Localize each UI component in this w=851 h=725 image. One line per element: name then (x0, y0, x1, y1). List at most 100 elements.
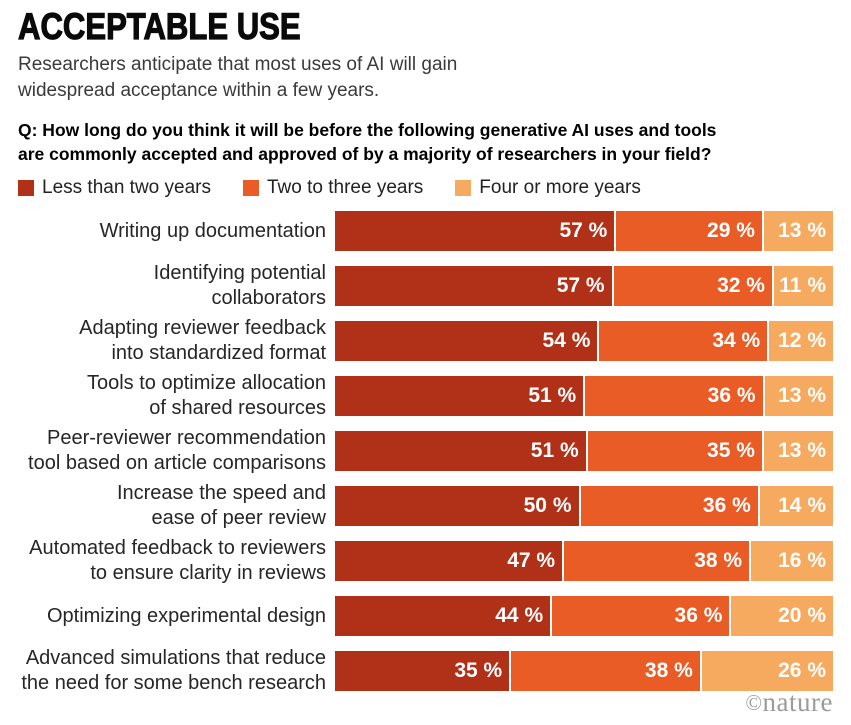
category-label: Increase the speed and ease of peer revie… (18, 481, 335, 531)
bar-segment: 50 % (335, 486, 579, 526)
stacked-bar: 51 % 36 % 13 % (335, 376, 833, 416)
stacked-bar: 35 % 38 % 26 % (335, 651, 833, 691)
category-label: Writing up documentation (18, 219, 335, 244)
category-label-line: Peer-reviewer recommendation (46, 427, 326, 449)
value-label: 36 % (702, 494, 751, 517)
category-label: Advanced simulations that reduce the need… (18, 646, 335, 696)
value-label: 26 % (778, 659, 826, 682)
bar-segment: 35 % (335, 651, 510, 691)
value-label: 44 % (495, 604, 544, 627)
value-label: 38 % (694, 549, 743, 572)
chart-row: Advanced simulations that reduce the need… (18, 647, 833, 694)
bar-chart: Writing up documentation 57 % 29 % 13 % Iden… (18, 211, 833, 694)
category-label-line: collaborators (211, 287, 326, 309)
value-label: 51 % (528, 384, 577, 407)
bar-segment: 13 % (761, 211, 833, 251)
bar-segment: 12 % (767, 321, 833, 361)
stacked-bar: 50 % 36 % 14 % (335, 486, 833, 526)
category-label: Peer-reviewer recommendation tool based o… (18, 426, 335, 476)
bar-segment: 13 % (761, 431, 833, 471)
value-label: 20 % (778, 604, 826, 627)
legend-label: Less than two years (42, 177, 211, 198)
category-label-line: into standardized format (111, 342, 326, 364)
legend-swatch (242, 180, 259, 196)
stacked-bar: 57 % 29 % 13 % (335, 211, 833, 251)
value-label: 36 % (674, 604, 723, 627)
value-label: 35 % (707, 439, 755, 462)
category-label-line: Advanced simulations that reduce (25, 647, 326, 669)
legend-swatch (455, 180, 472, 196)
value-label: 51 % (530, 439, 579, 462)
chart-row: Adapting reviewer feedback into standardi… (18, 317, 833, 364)
bar-segment: 36 % (583, 376, 763, 416)
question-line-2: are commonly accepted and approved of by… (18, 144, 712, 164)
bar-segment: 13 % (762, 376, 833, 416)
category-label-line: the need for some bench research (21, 672, 326, 694)
bar-segment: 57 % (335, 211, 615, 251)
value-label: 32 % (717, 274, 765, 297)
stacked-bar: 51 % 35 % 13 % (335, 431, 833, 471)
subtitle-line-2: widespread acceptance within a few years… (18, 80, 380, 101)
subtitle-line-1: Researchers anticipate that most uses of… (18, 54, 458, 75)
bar-segment: 29 % (614, 211, 762, 251)
brand-name: nature (762, 687, 833, 717)
legend-label: Two to three years (266, 177, 424, 198)
bar-segment: 36 % (550, 596, 730, 636)
legend-label: Four or more years (479, 177, 641, 198)
category-label-line: Optimizing experimental design (46, 604, 326, 627)
bar-segment: 14 % (757, 486, 833, 526)
stacked-bar: 57 % 32 % 11 % (335, 266, 833, 306)
legend-item: Less than two years (18, 177, 211, 199)
chart-row: Writing up documentation 57 % 29 % 13 % (18, 211, 833, 251)
category-label-line: Identifying potential (153, 262, 326, 284)
bar-segment: 38 % (562, 541, 750, 581)
value-label: 47 % (507, 549, 556, 572)
bar-segment: 44 % (335, 596, 551, 636)
subtitle: Researchers anticipate that most uses of… (18, 52, 833, 104)
bar-segment: 26 % (699, 651, 833, 691)
value-label: 13 % (778, 439, 826, 462)
bar-segment: 47 % (335, 541, 563, 581)
chart-row: Tools to optimize allocation of shared re… (18, 372, 833, 419)
survey-question: Q: How long do you think it will be befo… (18, 118, 833, 166)
page-title: ACCEPTABLE USE (17, 6, 301, 47)
chart-row: Automated feedback to reviewers to ensure… (18, 537, 833, 584)
value-label: 14 % (778, 494, 826, 517)
value-label: 11 % (779, 274, 826, 297)
category-label-line: Adapting reviewer feedback (79, 317, 326, 339)
copyright-icon: © (745, 690, 763, 715)
chart-row: Peer-reviewer recommendation tool based o… (18, 427, 833, 474)
bar-segment: 57 % (335, 266, 612, 306)
legend-swatch (18, 180, 34, 196)
value-label: 50 % (523, 494, 572, 517)
category-label: Adapting reviewer feedback into standardi… (18, 316, 335, 366)
value-label: 57 % (556, 274, 605, 297)
value-label: 36 % (707, 384, 756, 407)
category-label-line: of shared resources (149, 397, 326, 419)
bar-segment: 51 % (335, 376, 584, 416)
category-label: Optimizing experimental design (18, 604, 335, 629)
bar-segment: 35 % (585, 431, 762, 471)
bar-segment: 16 % (749, 541, 833, 581)
bar-segment: 38 % (509, 651, 700, 691)
legend-item: Two to three years (242, 177, 424, 199)
category-label-line: to ensure clarity in reviews (90, 562, 326, 584)
credit: ©nature (745, 687, 833, 718)
value-label: 29 % (707, 219, 755, 242)
legend-item: Four or more years (455, 177, 641, 199)
category-label-line: tool based on article comparisons (28, 452, 326, 474)
bar-segment: 51 % (335, 431, 586, 471)
question-line-1: Q: How long do you think it will be befo… (18, 120, 717, 140)
chart-row: Optimizing experimental design 44 % 36 % 20… (18, 596, 833, 636)
category-label-line: Increase the speed and (116, 482, 326, 504)
category-label: Identifying potential collaborators (18, 261, 335, 311)
stacked-bar: 47 % 38 % 16 % (335, 541, 833, 581)
value-label: 35 % (454, 659, 503, 682)
value-label: 12 % (778, 329, 826, 352)
chart-row: Increase the speed and ease of peer revie… (18, 482, 833, 529)
bar-segment: 11 % (771, 266, 833, 306)
stacked-bar: 44 % 36 % 20 % (335, 596, 833, 636)
bar-segment: 36 % (578, 486, 758, 526)
value-label: 57 % (559, 219, 608, 242)
